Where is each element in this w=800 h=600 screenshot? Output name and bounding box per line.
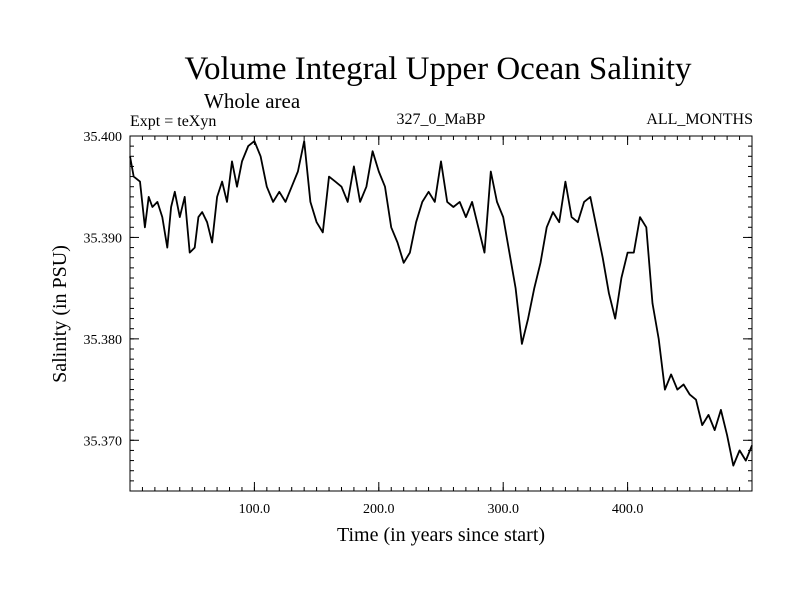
chart-title: Volume Integral Upper Ocean Salinity: [184, 51, 692, 87]
salinity-series-line: [129, 140, 753, 467]
y-tick-label: 35.390: [84, 231, 123, 246]
y-axis-label: Salinity (in PSU): [49, 245, 71, 383]
major-ticks: [130, 135, 752, 491]
x-tick-label: 100.0: [239, 502, 271, 517]
run-label: 327_0_MaBP: [397, 111, 486, 128]
tick-labels: 100.0 200.0 300.0 400.0 35.370 35.380 35.390 35…: [84, 130, 644, 517]
x-tick-label: 400.0: [612, 502, 644, 517]
y-tick-label: 35.400: [84, 130, 123, 145]
chart-subtitle: Whole area: [204, 89, 301, 113]
y-tick-label: 35.370: [84, 434, 123, 449]
y-tick-label: 35.380: [84, 333, 123, 348]
x-tick-label: 300.0: [487, 502, 519, 517]
months-label: ALL_MONTHS: [646, 111, 753, 128]
x-tick-label: 200.0: [363, 502, 395, 517]
x-axis-label: Time (in years since start): [337, 524, 545, 546]
expt-label: Expt = teXyn: [130, 113, 216, 130]
